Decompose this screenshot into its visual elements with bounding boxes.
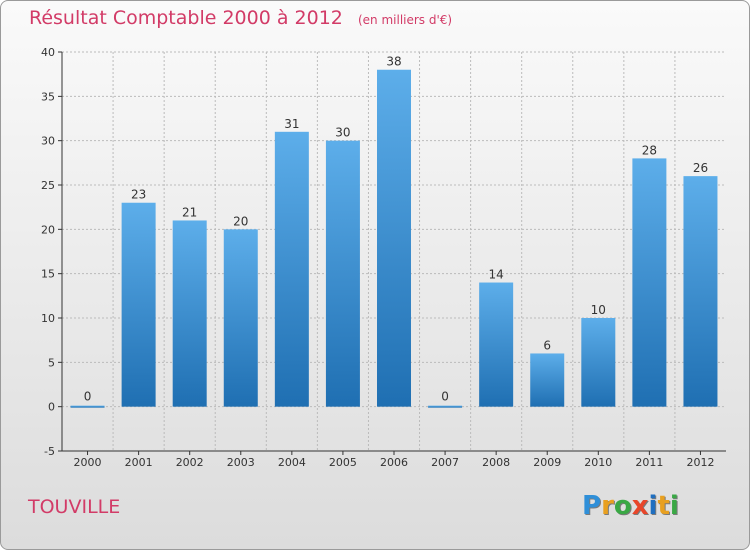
- logo-letter: r: [601, 491, 614, 521]
- bar-2001[interactable]: [121, 202, 156, 407]
- y-tick-label: -5: [44, 445, 55, 458]
- data-label-2009: 6: [543, 338, 551, 352]
- bar-2010[interactable]: [581, 318, 616, 407]
- bar-2004[interactable]: [274, 131, 309, 407]
- bar-layer: [70, 69, 718, 408]
- bar-2012[interactable]: [683, 176, 718, 407]
- bar-2000[interactable]: [70, 405, 105, 408]
- commune-name: TOUVILLE: [28, 496, 121, 518]
- proxiti-logo[interactable]: Proxiti: [582, 491, 679, 521]
- x-tick-label-2000: 2000: [74, 456, 102, 469]
- x-tick-label-2009: 2009: [533, 456, 561, 469]
- x-tick-label-2005: 2005: [329, 456, 357, 469]
- logo-letter: i: [669, 491, 679, 521]
- data-label-2003: 20: [233, 214, 248, 228]
- y-tick-label: 40: [41, 46, 55, 59]
- x-tick-label-2001: 2001: [125, 456, 153, 469]
- logo-letter: P: [582, 491, 602, 521]
- data-label-2000: 0: [84, 390, 92, 404]
- label-layer: 0 23 21 20 31 30 38 0 14 6 10 28 26: [84, 55, 708, 404]
- y-tick-label: 35: [41, 90, 55, 103]
- x-tick-label-2003: 2003: [227, 456, 255, 469]
- bar-2009[interactable]: [530, 353, 565, 407]
- data-label-2002: 21: [182, 205, 197, 219]
- bar-2007[interactable]: [428, 405, 463, 408]
- chart-subtitle: (en milliers d'€): [357, 13, 453, 27]
- data-label-2010: 10: [591, 303, 606, 317]
- y-tick-label: 5: [48, 356, 55, 369]
- data-label-2012: 26: [693, 161, 708, 175]
- y-tick-label: 25: [41, 179, 55, 192]
- data-label-2011: 28: [642, 143, 657, 157]
- x-tick-label-2002: 2002: [176, 456, 204, 469]
- chart-title: Résultat Comptable 2000 à 2012: [29, 7, 343, 29]
- y-tick-label: 0: [48, 401, 55, 414]
- logo-letter: x: [631, 491, 649, 521]
- x-tick-label-2010: 2010: [584, 456, 612, 469]
- bar-2006[interactable]: [377, 69, 411, 407]
- y-tick-label: 15: [41, 268, 55, 281]
- x-tick-label-2011: 2011: [635, 456, 663, 469]
- title-row: Résultat Comptable 2000 à 2012 (en milli…: [29, 7, 452, 29]
- x-tick-label-2006: 2006: [380, 456, 408, 469]
- bar-2008[interactable]: [479, 282, 514, 407]
- x-tick-label-2007: 2007: [431, 456, 459, 469]
- data-label-2007: 0: [441, 390, 449, 404]
- bar-2002[interactable]: [172, 220, 207, 407]
- y-tick-label: 10: [41, 312, 55, 325]
- data-label-2005: 30: [335, 126, 350, 140]
- data-label-2008: 14: [489, 268, 504, 282]
- bar-2011[interactable]: [632, 158, 667, 407]
- logo-letter: o: [613, 491, 632, 521]
- data-label-2001: 23: [131, 188, 146, 202]
- bar-2005[interactable]: [325, 140, 360, 407]
- logo-letter: i: [648, 491, 658, 521]
- logo-letter: t: [657, 491, 670, 521]
- x-tick-label-2004: 2004: [278, 456, 306, 469]
- x-tick-label-2012: 2012: [686, 456, 714, 469]
- bar-2003[interactable]: [223, 229, 258, 407]
- y-tick-label: 30: [41, 135, 55, 148]
- data-label-2004: 31: [284, 117, 299, 131]
- x-tick-label-2008: 2008: [482, 456, 510, 469]
- data-label-2006: 38: [386, 55, 401, 69]
- y-tick-label: 20: [41, 223, 55, 236]
